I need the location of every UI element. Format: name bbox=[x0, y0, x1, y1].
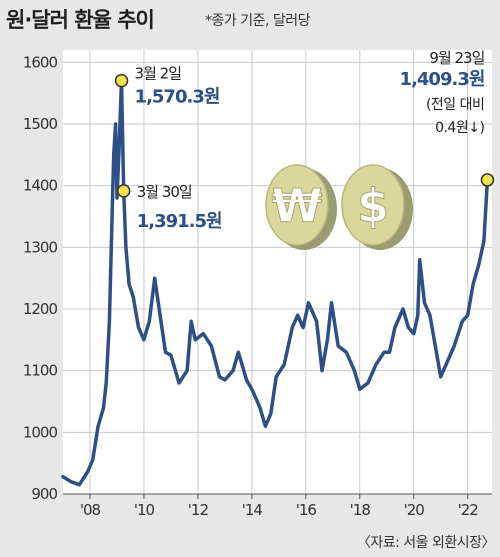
y-tick-label: 1500 bbox=[23, 115, 58, 133]
source-note: 〈자료: 서울 외환시장〉 bbox=[357, 535, 495, 551]
annotation-marker bbox=[114, 73, 129, 88]
annotation-date: 3월 30일 bbox=[137, 183, 192, 201]
y-tick-label: 1100 bbox=[23, 362, 58, 380]
annotation-note: 0.4원↓) bbox=[435, 120, 484, 136]
annotation-date: 9월 23일 bbox=[429, 49, 484, 67]
annotation-value: 1,391.5원 bbox=[137, 211, 222, 232]
annotation-marker bbox=[116, 184, 131, 198]
annotation-marker bbox=[480, 173, 495, 187]
annotation-note: (전일 대비 bbox=[426, 97, 484, 113]
annotation-value: 1,409.3원 bbox=[400, 69, 485, 90]
dollar-coin-icon: $ bbox=[341, 164, 413, 250]
annotation-value: 1,570.3원 bbox=[135, 87, 220, 108]
x-axis: '08 '10 '12 '14 '16 '18 '20 '22 bbox=[63, 493, 492, 519]
coin-illustration: ₩ $ bbox=[265, 164, 413, 250]
coin-symbol: ₩ bbox=[272, 179, 323, 233]
x-tick-label: '16 bbox=[296, 501, 317, 519]
x-tick-label: '20 bbox=[404, 501, 425, 519]
x-tick-label: '10 bbox=[134, 501, 155, 519]
x-tick-label: '08 bbox=[80, 501, 101, 519]
x-tick-label: '18 bbox=[350, 501, 371, 519]
chart-subtitle: *종가 기준, 달러당 bbox=[205, 13, 311, 29]
y-axis: 900 1000 1100 1200 1300 1400 1500 1600 bbox=[23, 53, 59, 503]
series-layer bbox=[61, 78, 490, 487]
y-tick-label: 1000 bbox=[23, 423, 58, 441]
coin-face bbox=[265, 164, 329, 246]
annotations: 3월 2일 1,570.3원 3월 30일 1,391.5원 9월 23일 1,409.3… bbox=[114, 49, 495, 232]
x-tick-label: '22 bbox=[458, 501, 479, 519]
y-tick-label: 1600 bbox=[23, 53, 58, 71]
y-tick-label: 1200 bbox=[23, 300, 58, 318]
y-tick-label: 1300 bbox=[23, 238, 58, 256]
annotation-date: 3월 2일 bbox=[135, 65, 182, 83]
y-tick-label: 900 bbox=[31, 485, 57, 503]
series-line bbox=[61, 78, 490, 487]
coin-face bbox=[341, 164, 405, 246]
y-tick-label: 1400 bbox=[23, 177, 58, 195]
coin-symbol: $ bbox=[357, 179, 389, 233]
x-tick-label: '14 bbox=[242, 501, 263, 519]
x-tick-label: '12 bbox=[188, 501, 209, 519]
won-coin-icon: ₩ bbox=[265, 164, 337, 250]
chart-title: 원·달러 환율 추이 bbox=[6, 8, 154, 32]
